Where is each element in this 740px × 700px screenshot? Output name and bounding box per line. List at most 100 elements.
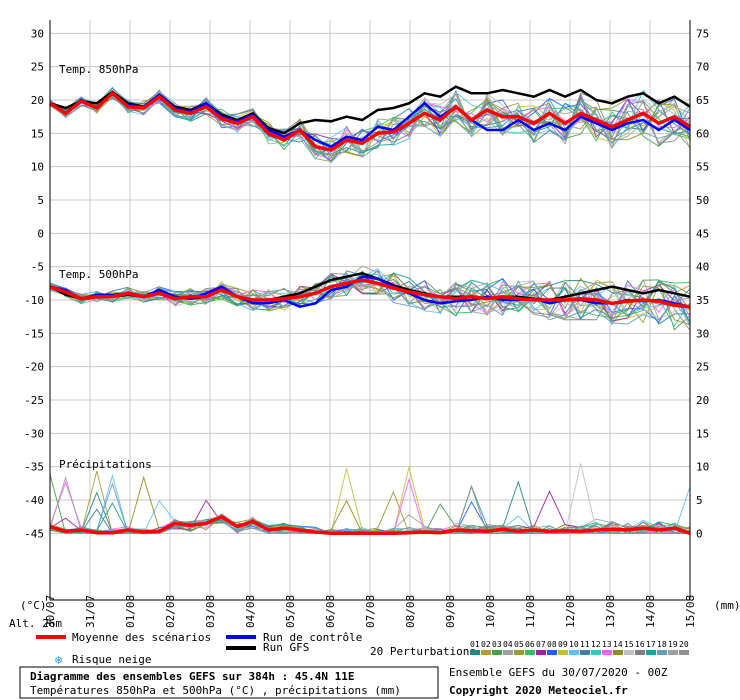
altitude-label: Alt. 26m bbox=[9, 617, 62, 630]
perturbation-line bbox=[49, 272, 691, 331]
right-tick-label: 25 bbox=[696, 361, 709, 374]
perturbation-swatch bbox=[481, 650, 491, 655]
perturbation-number: 12 bbox=[591, 640, 601, 649]
panel-label-precip: Précipitations bbox=[59, 458, 152, 471]
left-tick-label: -40 bbox=[24, 494, 44, 507]
left-tick-label: 20 bbox=[31, 94, 44, 107]
left-tick-label: -5 bbox=[31, 261, 44, 274]
x-tick-label: 05/08 bbox=[284, 595, 297, 628]
perturbation-swatch bbox=[624, 650, 634, 655]
perturbation-number: 02 bbox=[481, 640, 491, 649]
perturbation-number: 10 bbox=[569, 640, 579, 649]
x-tick-label: 30/07 bbox=[44, 595, 57, 628]
left-axis-unit: (°C) bbox=[20, 599, 47, 612]
right-tick-label: 10 bbox=[696, 461, 709, 474]
right-tick-label: 50 bbox=[696, 194, 709, 207]
perturbation-swatch bbox=[503, 650, 513, 655]
left-tick-label: 25 bbox=[31, 61, 44, 74]
right-tick-label: 40 bbox=[696, 261, 709, 274]
right-tick-label: 5 bbox=[696, 494, 703, 507]
perturbation-number: 07 bbox=[536, 640, 546, 649]
perturbation-swatch bbox=[591, 650, 601, 655]
perturbation-number: 04 bbox=[503, 640, 513, 649]
x-tick-label: 12/08 bbox=[564, 595, 577, 628]
right-tick-label: 15 bbox=[696, 427, 709, 440]
x-tick-label: 31/07 bbox=[84, 595, 97, 628]
left-tick-label: -25 bbox=[24, 394, 44, 407]
x-tick-label: 07/08 bbox=[364, 595, 377, 628]
left-tick-label: -30 bbox=[24, 427, 44, 440]
perturbation-swatch bbox=[569, 650, 579, 655]
perturbation-number: 15 bbox=[624, 640, 634, 649]
right-tick-label: 20 bbox=[696, 394, 709, 407]
legend-snow-label: Risque neige bbox=[72, 653, 151, 666]
perturbation-number: 11 bbox=[580, 640, 590, 649]
left-tick-label: 15 bbox=[31, 127, 44, 140]
left-tick-label: 10 bbox=[31, 161, 44, 174]
x-tick-labels: 30/07 31/07 01/08 02/08 03/08 04/08 05/08 06/08… bbox=[44, 595, 697, 628]
legend-control-label: Run de contrôle bbox=[263, 631, 362, 644]
perturbation-number: 19 bbox=[668, 640, 678, 649]
x-tick-label: 11/08 bbox=[524, 595, 537, 628]
left-tick-label: -20 bbox=[24, 361, 44, 374]
perturbation-swatch bbox=[536, 650, 546, 655]
x-tick-label: 02/08 bbox=[164, 595, 177, 628]
axes bbox=[49, 20, 691, 601]
perturbation-swatch bbox=[580, 650, 590, 655]
x-tick-label: 06/08 bbox=[324, 595, 337, 628]
perturbation-swatch bbox=[657, 650, 667, 655]
x-tick-label: 09/08 bbox=[444, 595, 457, 628]
mean-line bbox=[49, 278, 691, 309]
left-tick-label: -35 bbox=[24, 461, 44, 474]
perturbation-swatch bbox=[514, 650, 524, 655]
perturbation-swatch bbox=[547, 650, 557, 655]
perturbation-swatch bbox=[558, 650, 568, 655]
legend: Moyenne des scénarios Run de contrôle Ru… bbox=[36, 631, 689, 667]
perturbation-number: 03 bbox=[492, 640, 502, 649]
x-tick-label: 01/08 bbox=[124, 595, 137, 628]
perturbation-line bbox=[49, 273, 691, 328]
perturbation-number: 17 bbox=[646, 640, 656, 649]
right-tick-label: 65 bbox=[696, 94, 709, 107]
right-tick-label: 30 bbox=[696, 327, 709, 340]
perturbation-number: 14 bbox=[613, 640, 623, 649]
main-series bbox=[49, 85, 691, 536]
right-tick-label: 0 bbox=[696, 527, 703, 540]
perturbation-number: 18 bbox=[657, 640, 667, 649]
legend-perturbations-label: 20 Perturbations bbox=[370, 645, 476, 658]
left-tick-label: 0 bbox=[37, 227, 44, 240]
left-tick-label: 30 bbox=[31, 27, 44, 40]
perturbation-number: 16 bbox=[635, 640, 645, 649]
mean-line bbox=[49, 514, 691, 536]
right-tick-label: 75 bbox=[696, 27, 709, 40]
right-tick-label: 55 bbox=[696, 161, 709, 174]
legend-mean-label: Moyenne des scénarios bbox=[72, 631, 211, 644]
legend-gfs-label: Run GFS bbox=[263, 641, 309, 654]
perturbation-number: 09 bbox=[558, 640, 568, 649]
chart-title: Diagramme des ensembles GEFS sur 384h : … bbox=[30, 670, 355, 683]
x-tick-label: 10/08 bbox=[484, 595, 497, 628]
perturbation-swatch bbox=[492, 650, 502, 655]
perturbation-number: 05 bbox=[514, 640, 524, 649]
left-tick-label: -10 bbox=[24, 294, 44, 307]
perturbation-swatch bbox=[470, 650, 480, 655]
perturbation-swatch bbox=[613, 650, 623, 655]
footer-run: Ensemble GEFS du 30/07/2020 - 00Z bbox=[449, 666, 668, 679]
left-tick-label: -45 bbox=[24, 527, 44, 540]
perturbation-number: 01 bbox=[470, 640, 480, 649]
left-tick-labels: 30 25 20 15 10 5 0 -5 -10 -15 -20 -25 -30 -35 -40 -45 bbox=[24, 27, 44, 540]
x-tick-label: 03/08 bbox=[204, 595, 217, 628]
perturbation-swatch bbox=[602, 650, 612, 655]
right-axis-unit: (mm) bbox=[714, 599, 740, 612]
perturbation-number: 13 bbox=[602, 640, 612, 649]
footer-copyright: Copyright 2020 Meteociel.fr bbox=[449, 684, 628, 697]
x-tick-label: 08/08 bbox=[404, 595, 417, 628]
panel-label-500: Temp. 500hPa bbox=[59, 268, 138, 281]
panel-label-850: Temp. 850hPa bbox=[59, 63, 138, 76]
mean-line bbox=[49, 90, 691, 152]
left-tick-label: -15 bbox=[24, 327, 44, 340]
right-tick-label: 70 bbox=[696, 61, 709, 74]
title-box bbox=[19, 666, 439, 699]
